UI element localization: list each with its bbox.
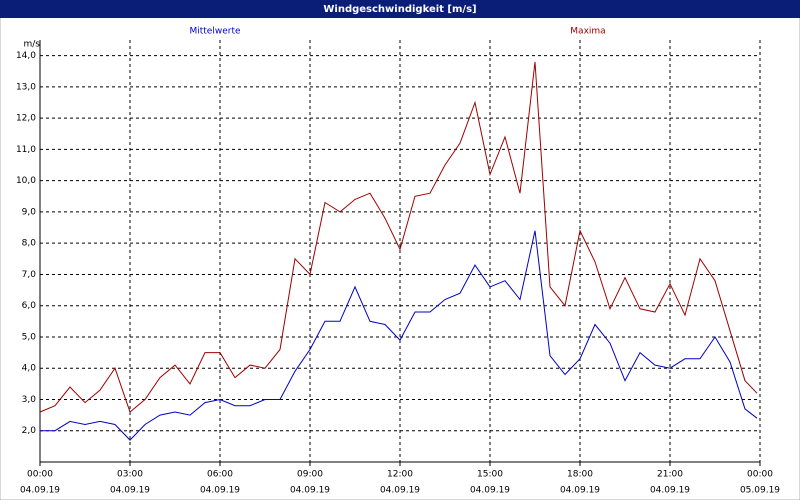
x-tick-date: 04.09.19 <box>650 486 690 496</box>
legend-label: Maxima <box>570 27 605 37</box>
x-tick-date: 04.09.19 <box>470 486 510 496</box>
title-bar <box>0 0 800 18</box>
x-tick-date: 05.09.19 <box>740 486 780 496</box>
y-tick-label: 12,0 <box>16 114 36 124</box>
x-tick-label: 06:00 <box>207 470 233 480</box>
y-unit: m/s <box>24 40 41 50</box>
x-tick-label: 00:00 <box>27 470 53 480</box>
x-tick-label: 00:00 <box>747 470 773 480</box>
y-tick-label: 4,0 <box>22 364 37 374</box>
y-tick-label: 6,0 <box>22 301 37 311</box>
x-tick-label: 18:00 <box>567 470 593 480</box>
y-tick-label: 11,0 <box>16 145 36 155</box>
x-tick-date: 04.09.19 <box>110 486 150 496</box>
y-tick-label: 8,0 <box>22 239 37 249</box>
x-tick-date: 04.09.19 <box>20 486 60 496</box>
y-tick-label: 7,0 <box>22 270 37 280</box>
x-tick-label: 03:00 <box>117 470 143 480</box>
series-line <box>39 61 758 413</box>
x-tick-date: 04.09.19 <box>380 486 420 496</box>
y-tick-label: 3,0 <box>22 395 37 405</box>
series-line <box>40 230 758 441</box>
x-tick-date: 04.09.19 <box>290 486 330 496</box>
x-tick-label: 21:00 <box>657 470 683 480</box>
x-tick-label: 09:00 <box>297 470 323 480</box>
x-tick-date: 04.09.19 <box>560 486 600 496</box>
y-tick-label: 13,0 <box>16 82 36 92</box>
y-tick-label: 10,0 <box>16 176 36 186</box>
chart-title: Windgeschwindigkeit [m/s] <box>323 4 476 15</box>
y-tick-label: 5,0 <box>22 332 37 342</box>
x-tick-label: 15:00 <box>477 470 503 480</box>
legend-label: Mittelwerte <box>189 27 240 37</box>
x-tick-date: 04.09.19 <box>200 486 240 496</box>
y-tick-label: 14,0 <box>16 51 36 61</box>
y-tick-label: 9,0 <box>22 207 37 217</box>
x-tick-label: 12:00 <box>387 470 413 480</box>
y-tick-label: 2,0 <box>22 426 37 436</box>
